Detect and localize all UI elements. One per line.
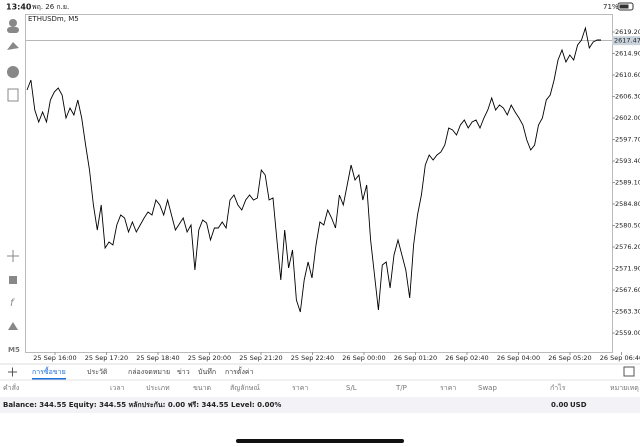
y-tick-label: 2571.90 [615, 265, 640, 273]
y-tick-label: 2589.10 [615, 179, 640, 187]
objects-icon[interactable] [8, 322, 18, 330]
x-tick-label: 25 Sep 21:20 [239, 354, 282, 362]
x-tick-label: 26 Sep 06:40 [600, 354, 640, 362]
y-tick-label: 2580.50 [615, 222, 640, 230]
status-battery: 71% [603, 3, 619, 11]
balance-currency: USD [570, 401, 587, 409]
status-date: พฤ. 26 ก.ย. [32, 3, 69, 11]
y-tick-label: 2606.30 [615, 93, 640, 101]
y-tick-label: 2614.90 [615, 50, 640, 58]
status-time: 13:40 [6, 3, 32, 12]
tab[interactable]: ประวัติ [87, 368, 108, 376]
indicator-icon[interactable] [9, 276, 17, 284]
trade-icon[interactable] [7, 42, 19, 50]
tab[interactable]: ข่าว [177, 368, 190, 376]
y-tick-label: 2593.40 [615, 157, 640, 165]
column-header: ขนาด [193, 384, 211, 392]
new-order-icon[interactable] [7, 88, 19, 102]
y-tick-label: 2584.80 [615, 200, 640, 208]
column-header: ประเภท [146, 384, 170, 392]
column-header: หมายเหตุ [610, 384, 639, 392]
account-icon[interactable] [9, 19, 17, 27]
x-tick-label: 26 Sep 01:20 [394, 354, 437, 362]
tab[interactable]: บันทึก [198, 367, 216, 376]
account-icon-body [7, 27, 19, 33]
y-tick-label: 2567.60 [615, 286, 640, 294]
home-indicator [236, 439, 404, 443]
column-header: คำสั่ง [3, 383, 19, 392]
balance-summary: Balance: 344.55 Equity: 344.55 หลักประกั… [3, 401, 281, 409]
column-header: ราคา [292, 384, 308, 392]
chart-frame [25, 14, 613, 353]
x-tick-label: 26 Sep 04:00 [497, 354, 540, 362]
tab[interactable]: การตั้งค่า [225, 365, 254, 376]
y-tick-label: 2610.60 [615, 71, 640, 79]
x-tick-label: 26 Sep 02:40 [445, 354, 488, 362]
y-tick-label: 2563.30 [615, 308, 640, 316]
active-tab-underline [32, 378, 66, 380]
x-tick-label: 26 Sep 00:00 [342, 354, 385, 362]
x-tick-label: 25 Sep 22:40 [291, 354, 334, 362]
chart-symbol: ETHUSDm, M5 [28, 15, 79, 23]
x-tick-label: 25 Sep 16:00 [33, 354, 76, 362]
battery-icon [617, 2, 634, 11]
y-tick-label: 2559.00 [615, 329, 640, 337]
current-price-box [612, 36, 640, 46]
y-tick-label: 2597.70 [615, 136, 640, 144]
balance-row [0, 397, 640, 413]
function-icon[interactable]: f [10, 298, 15, 309]
current-price-label: 2617.47 [614, 37, 640, 45]
crosshair-icon[interactable] [7, 250, 19, 262]
price-line [26, 26, 601, 313]
x-tick-label: 25 Sep 20:00 [188, 354, 231, 362]
column-header: สัญลักษณ์ [230, 384, 260, 392]
column-header: เวลา [110, 384, 125, 392]
panel-toggle[interactable] [623, 366, 635, 377]
column-header: Swap [478, 384, 497, 392]
y-tick-label: 2602.00 [615, 114, 640, 122]
column-header: S/L [346, 384, 357, 392]
column-header: กำไร [550, 383, 566, 392]
tab[interactable]: กล่องจดหมาย [128, 368, 170, 376]
tab[interactable]: การซื้อขาย [32, 365, 66, 376]
x-tick-label: 25 Sep 18:40 [136, 354, 179, 362]
y-tick-label: 2619.20 [615, 28, 640, 36]
timeframe[interactable]: M5 [8, 346, 20, 354]
column-header: T/P [395, 384, 407, 392]
toolbar: f [7, 19, 19, 330]
battery-level [619, 4, 629, 9]
x-tick-label: 25 Sep 17:20 [85, 354, 128, 362]
x-tick-label: 26 Sep 05:20 [548, 354, 591, 362]
column-header: ราคา [440, 384, 456, 392]
y-tick-label: 2576.20 [615, 243, 640, 251]
balance-total: 0.00 [551, 401, 568, 409]
add-button[interactable] [8, 367, 17, 377]
chat-icon[interactable] [7, 66, 19, 78]
